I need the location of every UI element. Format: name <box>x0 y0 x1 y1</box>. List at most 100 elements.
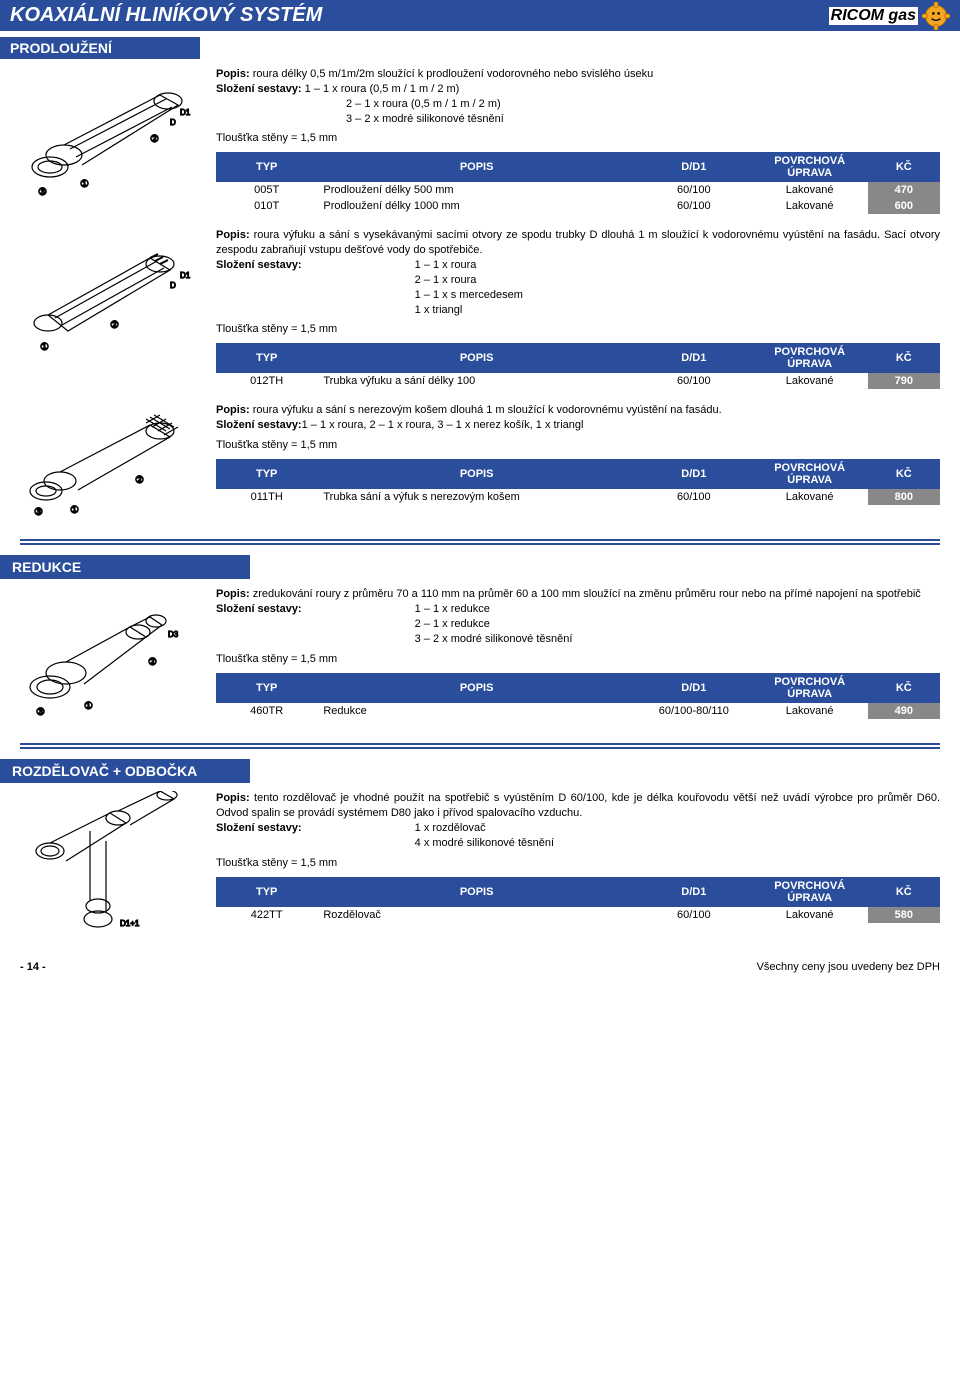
divider <box>20 743 940 749</box>
cell-popis: Redukce <box>317 703 636 719</box>
compose-item: 3 – 2 x modré silikonové těsnění <box>415 633 573 645</box>
desc-label: Popis: <box>216 229 250 241</box>
th-uprava: POVRCHOVÁ ÚPRAVA <box>752 673 868 703</box>
th-popis: POPIS <box>317 343 636 373</box>
cell-popis: Prodloužení délky 500 mm <box>317 182 636 198</box>
compose-item: 2 – 1 x roura <box>415 274 477 286</box>
divider <box>20 539 940 545</box>
th-typ: TYP <box>216 343 317 373</box>
table-row: 010T Prodloužení délky 1000 mm 60/100 La… <box>216 198 940 214</box>
table-row: 005T Prodloužení délky 500 mm 60/100 Lak… <box>216 182 940 198</box>
diagram-mesh-pipe: ③ ① ② <box>20 403 200 523</box>
th-dd1: D/D1 <box>636 459 752 489</box>
desc-block-1: Popis: roura délky 0,5 m/1m/2m sloužící … <box>216 67 940 126</box>
cell-price: 470 <box>868 182 940 198</box>
compose-item: 1 x rozdělovač <box>415 822 486 834</box>
cell-typ: 011TH <box>216 489 317 505</box>
svg-text:D1: D1 <box>180 108 191 117</box>
cell-price: 800 <box>868 489 940 505</box>
compose-label: Složení sestavy: <box>216 419 302 431</box>
svg-text:D3: D3 <box>168 630 179 639</box>
block-012th: ① ② D D1 Popis: roura výfuku a sání s vy… <box>0 220 960 395</box>
desc-block-3: Popis: roura výfuku a sání s nerezovým k… <box>216 403 940 433</box>
product-table-redukce: TYP POPIS D/D1 POVRCHOVÁ ÚPRAVA KČ 460TR… <box>216 673 940 719</box>
pipe-extension-icon: ③ ① ② D D1 <box>20 67 200 207</box>
page-number: - 14 - <box>20 961 46 973</box>
table-row: 422TT Rozdělovač 60/100 Lakované 580 <box>216 907 940 923</box>
desc-text: roura délky 0,5 m/1m/2m sloužící k prodl… <box>253 68 654 80</box>
th-typ: TYP <box>216 152 317 182</box>
th-typ: TYP <box>216 459 317 489</box>
svg-text:D: D <box>170 281 176 290</box>
desc-label: Popis: <box>216 588 250 600</box>
cell-popis: Trubka výfuku a sání délky 100 <box>317 373 636 389</box>
mesh-pipe-icon: ③ ① ② <box>20 403 200 523</box>
svg-text:③: ③ <box>38 187 47 198</box>
compose-item: 4 x modré silikonové těsnění <box>415 837 554 849</box>
svg-text:②: ② <box>150 134 159 145</box>
compose-item: 1 – 1 x roura (0,5 m / 1 m / 2 m) <box>305 83 460 95</box>
svg-text:①: ① <box>80 179 89 190</box>
desc-label: Popis: <box>216 68 250 80</box>
compose-item: 1 – 1 x roura <box>415 259 477 271</box>
section-title-prodlouzeni: PRODLOUŽENÍ <box>0 37 200 59</box>
block-005t-010t: ③ ① ② D D1 Popis: roura délky 0,5 m/1m/2… <box>0 59 960 220</box>
compose-label: Složení sestavy: <box>216 83 302 95</box>
table-row: 011TH Trubka sání a výfuk s nerezovým ko… <box>216 489 940 505</box>
th-uprava: POVRCHOVÁ ÚPRAVA <box>752 459 868 489</box>
svg-text:②: ② <box>110 320 119 331</box>
table-row: 460TR Redukce 60/100-80/110 Lakované 490 <box>216 703 940 719</box>
th-kc: KČ <box>868 152 940 182</box>
cell-popis: Trubka sání a výfuk s nerezovým košem <box>317 489 636 505</box>
gear-icon <box>922 2 950 30</box>
page-header: KOAXIÁLNÍ HLINÍKOVÝ SYSTÉM RICOM gas <box>0 0 960 31</box>
compose-item: 1 x triangl <box>415 304 463 316</box>
page-footer: - 14 - Všechny ceny jsou uvedeny bez DPH <box>0 947 960 983</box>
svg-text:D1+1: D1+1 <box>120 919 140 928</box>
th-popis: POPIS <box>317 673 636 703</box>
product-table-2: TYP POPIS D/D1 POVRCHOVÁ ÚPRAVA KČ 012TH… <box>216 343 940 389</box>
th-popis: POPIS <box>317 152 636 182</box>
cell-uprava: Lakované <box>752 703 868 719</box>
compose-item: 1 – 1 x redukce <box>415 603 490 615</box>
desc-text: zredukování roury z průměru 70 a 110 mm … <box>253 588 921 600</box>
desc-label: Popis: <box>216 404 250 416</box>
cell-uprava: Lakované <box>752 198 868 214</box>
brand-logo-text: RICOM gas <box>829 7 918 25</box>
cell-uprava: Lakované <box>752 907 868 923</box>
svg-text:D1: D1 <box>180 271 191 280</box>
cell-dd1: 60/100 <box>636 373 752 389</box>
thickness-note: Tloušťka stěny = 1,5 mm <box>216 323 940 335</box>
diagram-exhaust-pipe: ① ② D D1 <box>20 228 200 389</box>
cell-dd1: 60/100 <box>636 489 752 505</box>
splitter-icon: D1+1 <box>20 791 200 941</box>
cell-dd1: 60/100 <box>636 182 752 198</box>
th-dd1: D/D1 <box>636 152 752 182</box>
reducer-icon: ③ ① ② D3 <box>20 587 200 727</box>
cell-price: 490 <box>868 703 940 719</box>
desc-label: Popis: <box>216 792 250 804</box>
cell-typ: 422TT <box>216 907 317 923</box>
cell-price: 600 <box>868 198 940 214</box>
svg-text:③: ③ <box>36 707 45 718</box>
svg-text:①: ① <box>40 342 49 353</box>
diagram-splitter: D1+1 <box>20 791 200 941</box>
cell-uprava: Lakované <box>752 373 868 389</box>
th-popis: POPIS <box>317 459 636 489</box>
compose-label: Složení sestavy: <box>216 259 302 271</box>
block-422tt: D1+1 Popis: tento rozdělovač je vhodné p… <box>0 783 960 947</box>
desc-block-2: Popis: roura výfuku a sání s vysekávaným… <box>216 228 940 317</box>
page-title: KOAXIÁLNÍ HLINÍKOVÝ SYSTÉM <box>10 4 322 26</box>
th-kc: KČ <box>868 459 940 489</box>
svg-text:D: D <box>170 118 176 127</box>
svg-text:②: ② <box>148 657 157 668</box>
th-dd1: D/D1 <box>636 343 752 373</box>
cell-dd1: 60/100 <box>636 907 752 923</box>
section-title-rozdelovac: ROZDĚLOVAČ + ODBOČKA <box>0 759 250 783</box>
footer-note: Všechny ceny jsou uvedeny bez DPH <box>757 961 940 973</box>
th-popis: POPIS <box>317 877 636 907</box>
desc-redukce: Popis: zredukování roury z průměru 70 a … <box>216 587 940 646</box>
desc-text: tento rozdělovač je vhodné použít na spo… <box>216 792 940 819</box>
svg-text:①: ① <box>84 701 93 712</box>
compose-label: Složení sestavy: <box>216 603 302 615</box>
